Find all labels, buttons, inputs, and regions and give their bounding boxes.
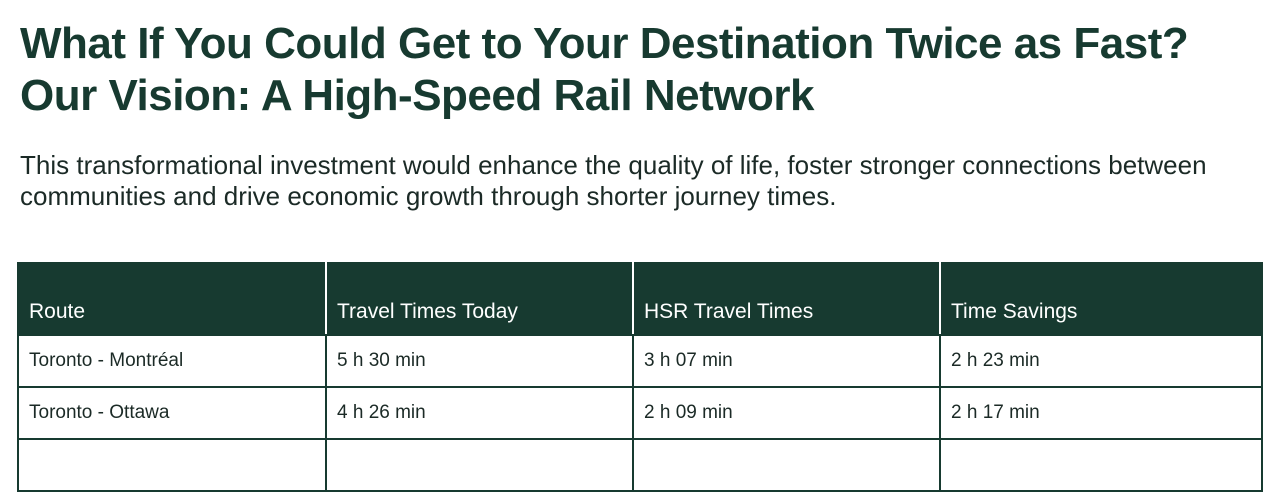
page-title: What If You Could Get to Your Destinatio… xyxy=(20,19,1189,120)
header-route: Route xyxy=(17,262,327,336)
cell-hsr-travel-time: 2 h 09 min xyxy=(632,386,941,440)
header-travel-times-today: Travel Times Today xyxy=(325,262,634,336)
header-time-savings: Time Savings xyxy=(939,262,1263,336)
cell-route: Toronto - Montréal xyxy=(17,334,327,388)
cell-route: Toronto - Ottawa xyxy=(17,386,327,440)
cell-time-savings: 2 h 23 min xyxy=(939,334,1263,388)
table-row: Toronto - Ottawa 4 h 26 min 2 h 09 min 2… xyxy=(17,386,1263,440)
header-hsr-travel-times: HSR Travel Times xyxy=(632,262,941,336)
table-header-row: Route Travel Times Today HSR Travel Time… xyxy=(17,262,1263,336)
cell-travel-time-today: 5 h 30 min xyxy=(325,334,634,388)
cell-travel-time-today: 4 h 26 min xyxy=(325,386,634,440)
intro-paragraph: This transformational investment would e… xyxy=(20,150,1207,211)
cell-time-savings: 2 h 17 min xyxy=(939,386,1263,440)
table-row: Toronto - Montréal 5 h 30 min 3 h 07 min… xyxy=(17,334,1263,388)
cell-hsr-travel-time: 3 h 07 min xyxy=(632,334,941,388)
travel-times-table: Route Travel Times Today HSR Travel Time… xyxy=(17,262,1263,492)
